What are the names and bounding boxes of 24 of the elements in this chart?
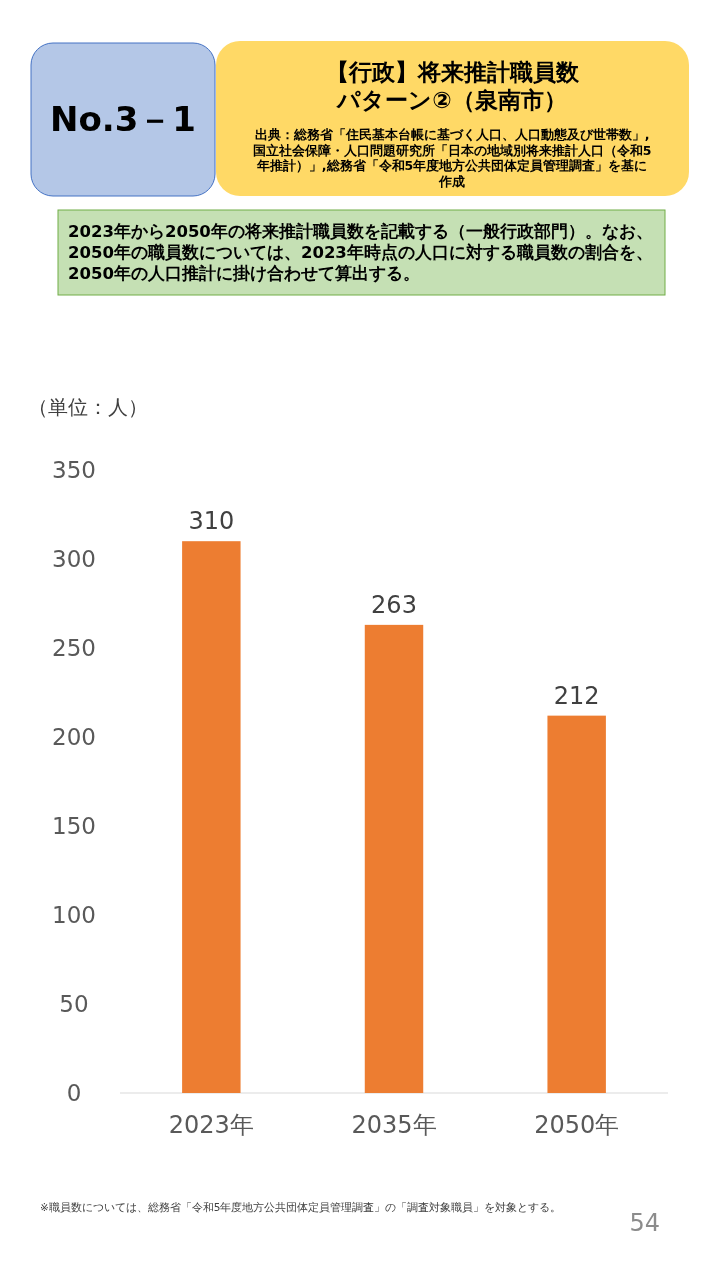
text: No.3－1 (49, 99, 197, 139)
bar (547, 715, 606, 1093)
y-tick-label: 250 (52, 635, 96, 661)
y-tick-label: 50 (59, 991, 89, 1017)
y-tick-label: 300 (52, 546, 96, 572)
bar (364, 624, 424, 1093)
data-label: 263 (371, 590, 417, 619)
x-tick-label: 2050年 (534, 1111, 620, 1139)
y-tick-label: 100 (52, 902, 96, 928)
chart-title: 【行政】将来推計職員数パターン②（泉南市） (325, 59, 580, 113)
data-label: 310 (188, 507, 235, 536)
text: 54 (629, 1209, 660, 1237)
y-tick-label: 150 (52, 813, 96, 839)
chart-subtitle: 出典：総務省「住民基本台帳に基づく人口、人口動態及び世帯数」,国立社会保障・人口問題研究所「日本の地域別将来推計人口（令和5年推計）」,総務省「令和5年度地方公共団体定員管理調査」を基に作成 (252, 127, 652, 189)
text: 2023年から2050年の将来推計職員数を記載する（一般行政部門）。なお、2050年の職員数については、2023年時点の人口に対する職員数の割合を、2050年の人口推計に掛け合わせて算出する。 (68, 222, 653, 283)
x-tick-label: 2023年 (168, 1111, 254, 1139)
text: ※職員数については、総務省「令和5年度地方公共団体定員管理調査」の「調査対象職員」を対象とする。 (40, 1201, 562, 1214)
y-tick-label: 350 (52, 457, 96, 483)
y-tick-label: 0 (66, 1080, 82, 1106)
bar (182, 541, 241, 1093)
x-tick-label: 2035年 (351, 1111, 437, 1139)
data-label: 212 (553, 681, 600, 710)
y-tick-label: 200 (52, 724, 96, 750)
y-axis-title: （単位：人） (28, 395, 148, 419)
